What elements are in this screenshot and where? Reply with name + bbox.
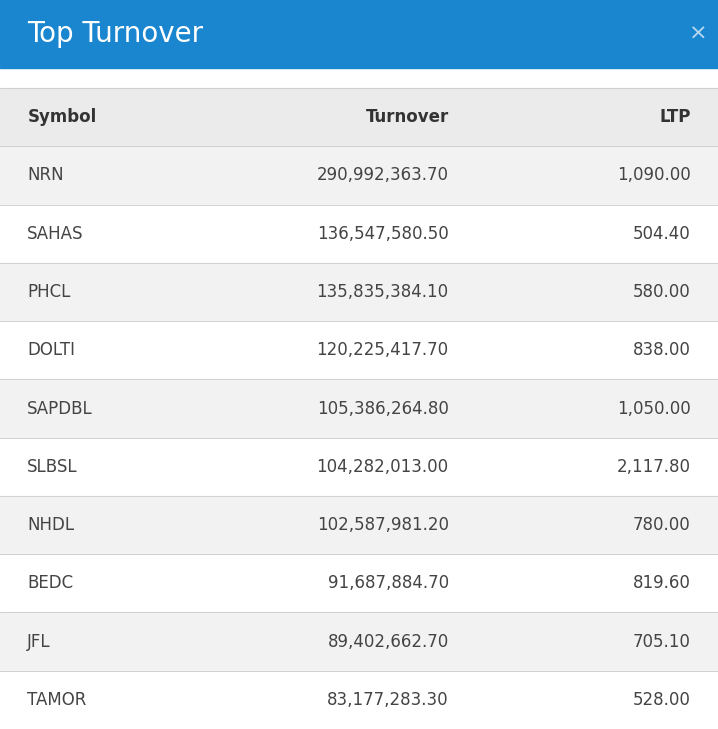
Text: 135,835,384.10: 135,835,384.10	[317, 283, 449, 301]
Text: JFL: JFL	[27, 633, 51, 650]
Text: DOLTI: DOLTI	[27, 341, 75, 359]
Bar	[0, 671, 718, 729]
Text: 290,992,363.70: 290,992,363.70	[317, 166, 449, 184]
Text: 819.60: 819.60	[633, 574, 691, 593]
Text: SAPDBL: SAPDBL	[27, 399, 93, 418]
Bar	[0, 0, 718, 68]
Text: Top Turnover: Top Turnover	[27, 20, 203, 48]
Text: Symbol: Symbol	[27, 108, 96, 126]
Text: 780.00: 780.00	[633, 516, 691, 534]
Text: TAMOR: TAMOR	[27, 691, 87, 709]
Text: 838.00: 838.00	[633, 341, 691, 359]
Bar	[0, 263, 718, 321]
Bar	[0, 496, 718, 554]
Text: 89,402,662.70: 89,402,662.70	[327, 633, 449, 650]
Text: 102,587,981.20: 102,587,981.20	[317, 516, 449, 534]
Bar	[0, 612, 718, 671]
Text: 528.00: 528.00	[633, 691, 691, 709]
Bar	[0, 88, 718, 147]
Bar	[0, 379, 718, 437]
Bar	[0, 321, 718, 379]
Text: 1,050.00: 1,050.00	[617, 399, 691, 418]
Text: NRN: NRN	[27, 166, 64, 184]
Text: 705.10: 705.10	[633, 633, 691, 650]
Bar	[0, 147, 718, 205]
Text: SLBSL: SLBSL	[27, 458, 78, 476]
Text: 580.00: 580.00	[633, 283, 691, 301]
Text: BEDC: BEDC	[27, 574, 73, 593]
Text: 2,117.80: 2,117.80	[617, 458, 691, 476]
Text: 120,225,417.70: 120,225,417.70	[317, 341, 449, 359]
Text: LTP: LTP	[659, 108, 691, 126]
Bar	[0, 205, 718, 263]
Text: 504.40: 504.40	[633, 225, 691, 243]
Text: SAHAS: SAHAS	[27, 225, 84, 243]
Text: ×: ×	[689, 24, 707, 44]
Text: 1,090.00: 1,090.00	[617, 166, 691, 184]
Text: 83,177,283.30: 83,177,283.30	[327, 691, 449, 709]
Bar	[0, 554, 718, 612]
Text: 91,687,884.70: 91,687,884.70	[327, 574, 449, 593]
Text: NHDL: NHDL	[27, 516, 75, 534]
Text: 105,386,264.80: 105,386,264.80	[317, 399, 449, 418]
Text: Turnover: Turnover	[365, 108, 449, 126]
Text: 136,547,580.50: 136,547,580.50	[317, 225, 449, 243]
Text: 104,282,013.00: 104,282,013.00	[317, 458, 449, 476]
Bar	[0, 437, 718, 496]
Text: PHCL: PHCL	[27, 283, 70, 301]
